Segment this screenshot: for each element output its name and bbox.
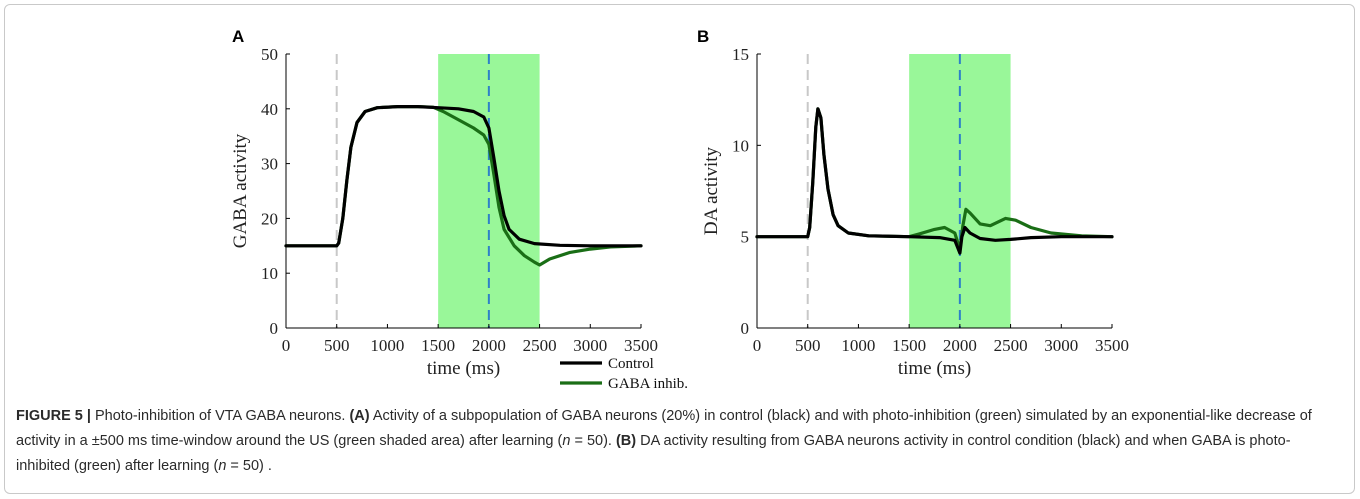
x-tick-label: 0 (753, 336, 762, 355)
panel-letter: B (697, 27, 709, 46)
caption-n-symbol-b: n (218, 458, 227, 474)
x-axis-label: time (ms) (898, 358, 971, 379)
x-tick-label: 1500 (421, 336, 455, 355)
panel-b: 0 500 1000 1500 2000 2500 3000 3500 0 5 10 15 time (… (697, 27, 1129, 379)
panel-a: 0 500 1000 1500 2000 2500 3000 3500 0 10 20 30 40 50 t… (230, 27, 688, 392)
x-tick-label: 2500 (523, 336, 557, 355)
y-tick-label: 5 (741, 228, 750, 247)
x-tick-label: 1500 (892, 336, 926, 355)
caption-n-value-a: = 50). (570, 433, 612, 449)
x-axis-label: time (ms) (427, 358, 500, 379)
series-line-control (284, 105, 643, 248)
y-tick-label: 10 (732, 136, 749, 155)
y-tick-label: 30 (261, 155, 278, 174)
caption-b-label: (B) (615, 433, 637, 449)
y-tick-label: 15 (732, 45, 749, 64)
x-tick-label: 2500 (994, 336, 1028, 355)
caption-a-label: (A) (349, 408, 370, 424)
x-tick-label: 2000 (472, 336, 506, 355)
y-tick-label: 10 (261, 264, 278, 283)
caption-n-symbol-a: n (562, 433, 571, 449)
legend: Control GABA inhib. (560, 356, 688, 392)
y-tick-label: 20 (261, 209, 278, 228)
panel-letter: A (232, 27, 244, 46)
x-tick-label: 3500 (624, 336, 658, 355)
y-tick-label: 50 (261, 45, 278, 64)
x-tick-label: 500 (324, 336, 350, 355)
figure-caption: FIGURE 5 | Photo-inhibition of VTA GABA … (16, 404, 1341, 479)
x-tick-label: 1000 (841, 336, 875, 355)
legend-label: GABA inhib. (608, 376, 688, 392)
caption-figure-label: FIGURE 5 | (16, 408, 91, 424)
y-tick-label: 0 (741, 319, 750, 338)
x-tick-label: 3000 (1044, 336, 1078, 355)
legend-label: Control (608, 356, 654, 372)
x-tick-label: 2000 (943, 336, 977, 355)
y-tick-label: 40 (261, 100, 278, 119)
x-tick-label: 500 (795, 336, 821, 355)
figure-plots: 0 500 1000 1500 2000 2500 3000 350001020304050t… (230, 27, 1129, 392)
x-tick-label: 0 (282, 336, 291, 355)
caption-title: Photo-inhibition of VTA GABA neurons. (95, 408, 346, 424)
y-tick-label: 0 (270, 319, 279, 338)
caption-n-value-b: = 50) . (226, 458, 272, 474)
series-line-control (755, 107, 1114, 255)
x-tick-label: 3000 (573, 336, 607, 355)
x-tick-label: 1000 (370, 336, 404, 355)
figure-frame (4, 4, 1355, 494)
caption-a-text: Activity of a subpopulation of GABA neur… (16, 408, 1312, 449)
y-axis-label: GABA activity (230, 133, 251, 248)
y-axis-label: DA activity (701, 146, 722, 235)
x-tick-label: 3500 (1095, 336, 1129, 355)
caption-b-text: DA activity resulting from GABA neurons … (16, 433, 1291, 474)
